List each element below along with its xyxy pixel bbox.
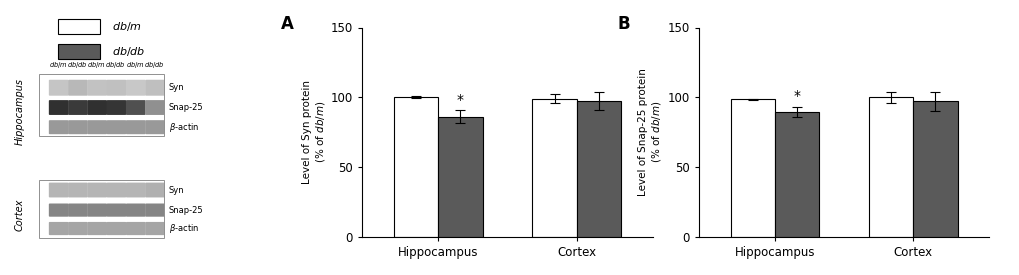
Text: $db/db$: $db/db$: [144, 60, 164, 70]
FancyBboxPatch shape: [68, 204, 88, 217]
FancyBboxPatch shape: [107, 80, 126, 96]
FancyBboxPatch shape: [49, 204, 68, 217]
Text: $db/m$: $db/m$: [49, 60, 67, 70]
FancyBboxPatch shape: [125, 222, 146, 235]
Text: B: B: [616, 15, 630, 33]
FancyBboxPatch shape: [107, 120, 126, 134]
Bar: [39, 74, 164, 136]
FancyBboxPatch shape: [68, 120, 88, 134]
FancyBboxPatch shape: [68, 80, 88, 96]
FancyBboxPatch shape: [145, 80, 165, 96]
Text: Snap-25: Snap-25: [168, 103, 203, 112]
FancyBboxPatch shape: [49, 222, 68, 235]
Text: A: A: [280, 15, 293, 33]
FancyBboxPatch shape: [49, 120, 68, 134]
FancyBboxPatch shape: [107, 100, 126, 115]
Bar: [730, 99, 774, 236]
Y-axis label: Level of Snap-25 protein
(% of $db/m$): Level of Snap-25 protein (% of $db/m$): [638, 68, 662, 196]
Bar: [912, 101, 957, 236]
Bar: [438, 117, 482, 236]
FancyBboxPatch shape: [88, 80, 107, 96]
FancyBboxPatch shape: [107, 204, 126, 217]
FancyBboxPatch shape: [88, 183, 107, 197]
Text: Syn: Syn: [168, 186, 184, 194]
FancyBboxPatch shape: [68, 183, 88, 197]
Bar: [393, 97, 438, 236]
FancyBboxPatch shape: [107, 222, 126, 235]
Text: $db/m$: $db/m$: [125, 60, 144, 70]
Y-axis label: Level of Syn protein
(% of $db/m$): Level of Syn protein (% of $db/m$): [302, 80, 326, 184]
FancyBboxPatch shape: [145, 183, 165, 197]
FancyBboxPatch shape: [49, 183, 68, 197]
Text: Cortex: Cortex: [14, 198, 24, 231]
Text: $db/m$: $db/m$: [112, 20, 143, 33]
Bar: [868, 97, 912, 236]
Text: Snap-25: Snap-25: [168, 206, 203, 214]
FancyBboxPatch shape: [68, 222, 88, 235]
FancyBboxPatch shape: [125, 100, 146, 115]
FancyBboxPatch shape: [145, 120, 165, 134]
Text: $\beta$-actin: $\beta$-actin: [168, 121, 199, 134]
FancyBboxPatch shape: [88, 204, 107, 217]
FancyBboxPatch shape: [125, 204, 146, 217]
FancyBboxPatch shape: [49, 100, 68, 115]
Bar: [39, 180, 164, 238]
Text: $db/m$: $db/m$: [87, 60, 106, 70]
FancyBboxPatch shape: [88, 222, 107, 235]
FancyBboxPatch shape: [68, 100, 88, 115]
Bar: [58, 44, 100, 59]
Bar: [774, 112, 818, 236]
FancyBboxPatch shape: [107, 183, 126, 197]
FancyBboxPatch shape: [88, 120, 107, 134]
FancyBboxPatch shape: [125, 183, 146, 197]
FancyBboxPatch shape: [88, 100, 107, 115]
Text: Hippocampus: Hippocampus: [14, 78, 24, 145]
Text: $db/db$: $db/db$: [66, 60, 88, 70]
FancyBboxPatch shape: [125, 80, 146, 96]
FancyBboxPatch shape: [145, 100, 165, 115]
Bar: [576, 101, 621, 236]
Text: $db/db$: $db/db$: [105, 60, 126, 70]
FancyBboxPatch shape: [49, 80, 68, 96]
FancyBboxPatch shape: [145, 204, 165, 217]
Bar: [532, 98, 576, 236]
Text: *: *: [793, 89, 800, 103]
Bar: [58, 19, 100, 34]
FancyBboxPatch shape: [125, 120, 146, 134]
Text: $db/db$: $db/db$: [112, 45, 146, 58]
FancyBboxPatch shape: [145, 222, 165, 235]
Text: Syn: Syn: [168, 83, 184, 92]
Text: *: *: [457, 93, 464, 107]
Text: $\beta$-actin: $\beta$-actin: [168, 222, 199, 235]
